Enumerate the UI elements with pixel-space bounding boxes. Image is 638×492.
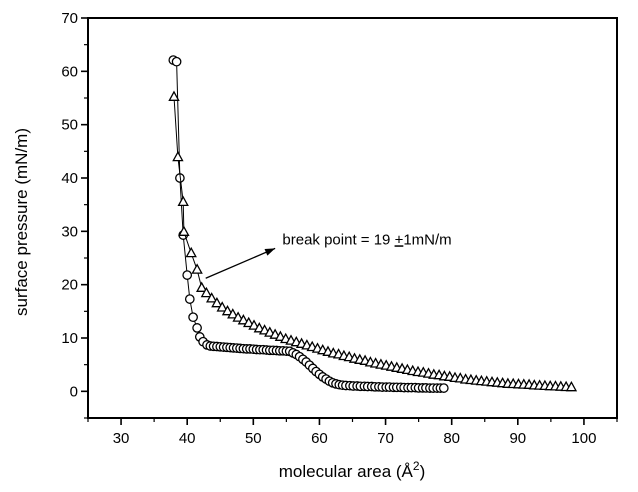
triangle-marker — [185, 246, 197, 258]
triangle-marker — [237, 314, 250, 325]
x-tick-label: 30 — [113, 430, 130, 447]
x-tick-label: 70 — [377, 430, 394, 447]
y-tick-label: 50 — [61, 117, 78, 134]
x-tick-label: 50 — [245, 430, 262, 447]
triangle-marker — [243, 316, 255, 328]
triangle-marker — [211, 296, 223, 308]
circle-marker — [171, 56, 182, 67]
triangle-marker — [565, 380, 578, 392]
plus-minus-symbol: + — [395, 231, 404, 248]
y-tick-label: 20 — [61, 277, 78, 294]
arrow-shaft — [205, 247, 276, 279]
triangle-marker — [172, 150, 184, 162]
triangle-marker — [178, 225, 190, 236]
triangle-marker — [200, 286, 213, 298]
y-tick-label: 0 — [70, 383, 78, 400]
y-tick-label: 60 — [61, 63, 78, 80]
triangle-marker — [191, 263, 203, 274]
circle-marker — [188, 312, 198, 323]
x-tick-label: 80 — [443, 430, 460, 447]
triangle-marker — [196, 281, 208, 292]
circle-isotherm-line — [173, 59, 444, 389]
circle-marker — [182, 270, 193, 280]
x-axis-title: molecular area (Å2) — [279, 459, 426, 481]
x-axis-title-superscript: 2 — [413, 459, 420, 473]
circle-marker — [438, 383, 449, 393]
break-point-arrow — [205, 247, 276, 279]
x-tick-label: 40 — [179, 430, 196, 447]
break-point-text-post: 1mN/m — [403, 231, 451, 248]
x-axis-title-pre: molecular area (Å — [279, 462, 414, 481]
circle-marker — [184, 294, 195, 304]
y-tick-label: 40 — [61, 170, 78, 187]
x-tick-label: 60 — [311, 430, 328, 447]
arrow-head — [264, 248, 276, 256]
triangle-marker — [216, 301, 228, 312]
triangle-marker — [221, 304, 234, 316]
x-axis-title-post: ) — [420, 462, 426, 481]
break-point-text-pre: break point = 19 — [282, 231, 394, 248]
break-point-annotation: break point = 19 +1mN/m — [282, 231, 451, 248]
triangle-marker — [206, 292, 218, 303]
x-tick-label: 100 — [571, 430, 596, 447]
circle-marker — [192, 323, 202, 333]
y-tick-label: 10 — [61, 330, 78, 347]
triangle-marker — [248, 319, 260, 330]
triangle-marker — [232, 311, 244, 322]
triangle-marker — [168, 90, 180, 101]
triangle-marker — [274, 330, 287, 341]
x-tick-label: 90 — [509, 430, 526, 447]
y-tick-label: 70 — [61, 10, 78, 27]
y-tick-label: 30 — [61, 223, 78, 240]
triangle-marker — [227, 308, 239, 319]
y-axis-title: surface pressure (mN/m) — [12, 128, 31, 316]
triangle-marker — [177, 195, 189, 207]
plot-area: 30 40 50 60 70 80 90 100 0 10 20 30 40 50 60 70 — [61, 10, 618, 447]
